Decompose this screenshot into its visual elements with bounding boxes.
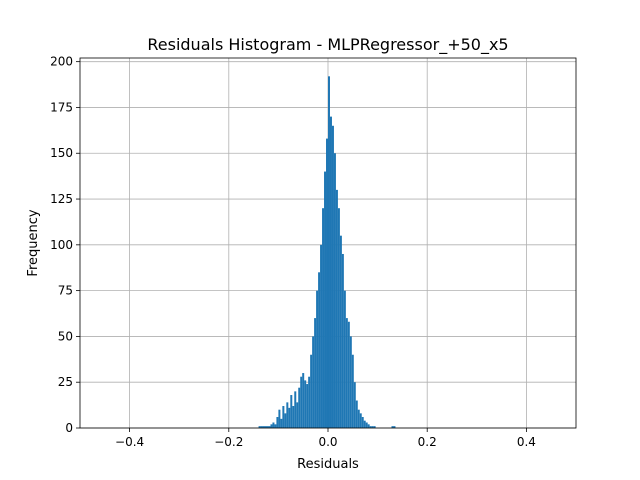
histogram-bar xyxy=(351,354,354,428)
histogram-bar xyxy=(262,426,265,428)
histogram-bar xyxy=(292,406,295,428)
histogram-bar xyxy=(393,426,396,428)
histogram-bar xyxy=(361,417,364,428)
histogram-bar xyxy=(280,418,283,428)
histogram-bar xyxy=(391,426,394,428)
histogram-bar xyxy=(266,426,269,428)
y-tick-label: 150 xyxy=(50,146,73,160)
histogram-bar xyxy=(296,402,299,428)
histogram-bar xyxy=(343,290,346,428)
histogram-bar xyxy=(268,426,271,428)
histogram-bar xyxy=(345,318,348,428)
histogram-bars xyxy=(258,76,396,428)
histogram-bar xyxy=(316,290,319,428)
histogram-bar xyxy=(365,422,368,428)
y-axis-label: Frequency xyxy=(26,209,41,276)
histogram-bar xyxy=(272,422,275,428)
x-tick-label: 0.4 xyxy=(517,435,536,449)
histogram-bar xyxy=(276,417,279,428)
histogram-bar xyxy=(264,426,267,428)
histogram-bar xyxy=(329,116,332,428)
y-tick-label: 125 xyxy=(50,192,73,206)
histogram-bar xyxy=(335,189,338,428)
axis-ticks: −0.4 −0.2 0.0 0.2 0.4 0 25 50 75 100 125 150 175 200 xyxy=(50,55,536,449)
histogram-bar xyxy=(294,391,297,428)
histogram-bar xyxy=(326,138,328,428)
histogram-bar xyxy=(304,380,307,428)
x-axis-label: Residuals xyxy=(297,457,359,472)
histogram-bar xyxy=(355,400,358,428)
histogram-bar xyxy=(359,413,362,428)
histogram-bar xyxy=(328,76,330,428)
histogram-bar xyxy=(282,406,285,428)
histogram-bar xyxy=(306,384,309,428)
y-tick-label: 75 xyxy=(58,284,73,298)
histogram-bar xyxy=(312,336,315,428)
histogram-bar xyxy=(339,235,342,428)
histogram-bar xyxy=(260,426,263,428)
histogram-bar xyxy=(258,426,261,428)
histogram-bar xyxy=(300,376,303,428)
histogram-bar xyxy=(353,382,356,428)
x-tick-label: 0.2 xyxy=(418,435,437,449)
x-tick-label: −0.4 xyxy=(115,435,144,449)
histogram-bar xyxy=(290,395,293,428)
histogram-bar xyxy=(363,420,366,428)
histogram-bar xyxy=(308,376,311,428)
histogram-bar xyxy=(341,253,344,428)
histogram-bar xyxy=(274,424,277,428)
histogram-bar xyxy=(349,336,352,428)
y-tick-label: 0 xyxy=(65,421,73,435)
histogram-bar xyxy=(270,424,273,428)
histogram-bar xyxy=(347,321,350,428)
histogram-bar xyxy=(286,402,289,428)
histogram-bar xyxy=(318,272,321,428)
histogram-bar xyxy=(373,426,376,428)
y-tick-label: 100 xyxy=(50,238,73,252)
histogram-bar xyxy=(302,373,305,428)
histogram-bar xyxy=(369,426,372,428)
chart-title: Residuals Histogram - MLPRegressor_+50_x… xyxy=(147,35,508,55)
histogram-bar xyxy=(371,426,374,428)
histogram-bar xyxy=(288,407,291,428)
histogram-bar xyxy=(284,413,287,428)
histogram-bar xyxy=(337,208,340,428)
x-tick-label: 0.0 xyxy=(318,435,337,449)
histogram-bar xyxy=(357,409,360,428)
x-tick-label: −0.2 xyxy=(214,435,243,449)
histogram-bar xyxy=(333,153,336,428)
y-tick-label: 50 xyxy=(58,329,73,343)
y-tick-label: 175 xyxy=(50,100,73,114)
histogram-bar xyxy=(322,208,325,428)
y-tick-label: 25 xyxy=(58,375,73,389)
histogram-bar xyxy=(367,424,370,428)
y-tick-label: 200 xyxy=(50,55,73,69)
histogram-bar xyxy=(298,387,301,428)
histogram-bar xyxy=(314,318,317,428)
histogram-bar xyxy=(310,354,313,428)
histogram-bar xyxy=(278,409,281,428)
histogram-bar xyxy=(320,244,323,428)
histogram-bar xyxy=(331,125,334,428)
histogram-bar xyxy=(324,171,327,428)
